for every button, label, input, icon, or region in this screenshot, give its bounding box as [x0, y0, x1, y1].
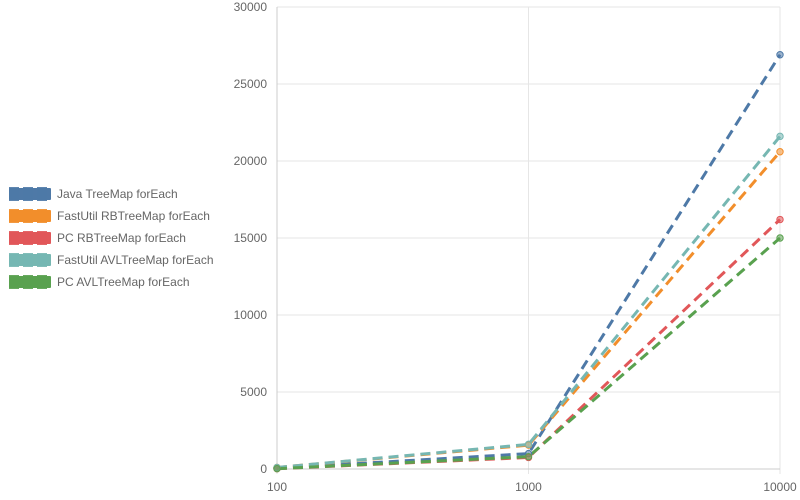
x-tick-label: 100	[267, 480, 287, 494]
legend-label: PC AVLTreeMap forEach	[57, 275, 190, 289]
series-lines	[273, 51, 784, 473]
data-point[interactable]	[776, 132, 784, 141]
data-point[interactable]	[524, 440, 533, 449]
y-tick-label: 10000	[234, 308, 268, 322]
y-tick-label: 20000	[234, 154, 268, 168]
legend-item[interactable]: FastUtil AVLTreeMap forEach	[9, 253, 214, 267]
legend-label: Java TreeMap forEach	[57, 187, 178, 201]
axes: 0 5000 10000 15000 20000 25000 30000 100 1000 100…	[234, 0, 797, 494]
legend-label: PC RBTreeMap forEach	[57, 231, 186, 245]
x-tick-label: 1000	[515, 480, 542, 494]
legend-label: FastUtil AVLTreeMap forEach	[57, 253, 214, 267]
series-line	[276, 135, 782, 469]
y-tick-label: 15000	[234, 231, 268, 245]
legend-item[interactable]: Java TreeMap forEach	[9, 187, 178, 201]
legend-item[interactable]: PC RBTreeMap forEach	[9, 231, 186, 245]
data-point[interactable]	[273, 464, 281, 473]
data-point[interactable]	[776, 148, 784, 156]
legend-label: FastUtil RBTreeMap forEach	[57, 209, 210, 223]
x-tick-label: 10000	[763, 480, 797, 494]
y-tick-label: 5000	[240, 385, 267, 399]
data-point[interactable]	[776, 215, 784, 224]
series-line	[276, 236, 781, 471]
y-tick-label: 0	[260, 462, 267, 476]
y-tick-label: 30000	[234, 0, 268, 14]
legend[interactable]: Java TreeMap forEach FastUtil RBTreeMap f…	[9, 187, 214, 289]
data-point[interactable]	[524, 452, 533, 461]
y-tick-label: 25000	[234, 77, 268, 91]
data-point[interactable]	[776, 51, 784, 59]
grid	[276, 6, 781, 474]
legend-item[interactable]: FastUtil RBTreeMap forEach	[9, 209, 210, 223]
legend-item[interactable]: PC AVLTreeMap forEach	[9, 275, 190, 289]
data-point[interactable]	[776, 234, 784, 242]
